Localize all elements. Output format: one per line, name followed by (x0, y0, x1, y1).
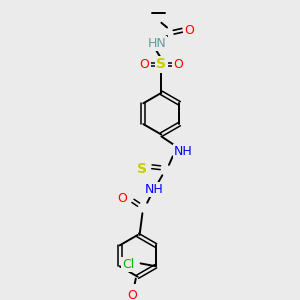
Text: O: O (184, 24, 194, 37)
Text: Cl: Cl (122, 258, 134, 271)
Text: O: O (140, 58, 149, 71)
Text: O: O (127, 289, 137, 300)
Text: S: S (156, 57, 167, 71)
Text: S: S (137, 162, 147, 176)
Text: O: O (173, 58, 183, 71)
Text: NH: NH (174, 145, 193, 158)
Text: NH: NH (144, 183, 163, 196)
Text: O: O (118, 193, 128, 206)
Text: HN: HN (147, 37, 166, 50)
